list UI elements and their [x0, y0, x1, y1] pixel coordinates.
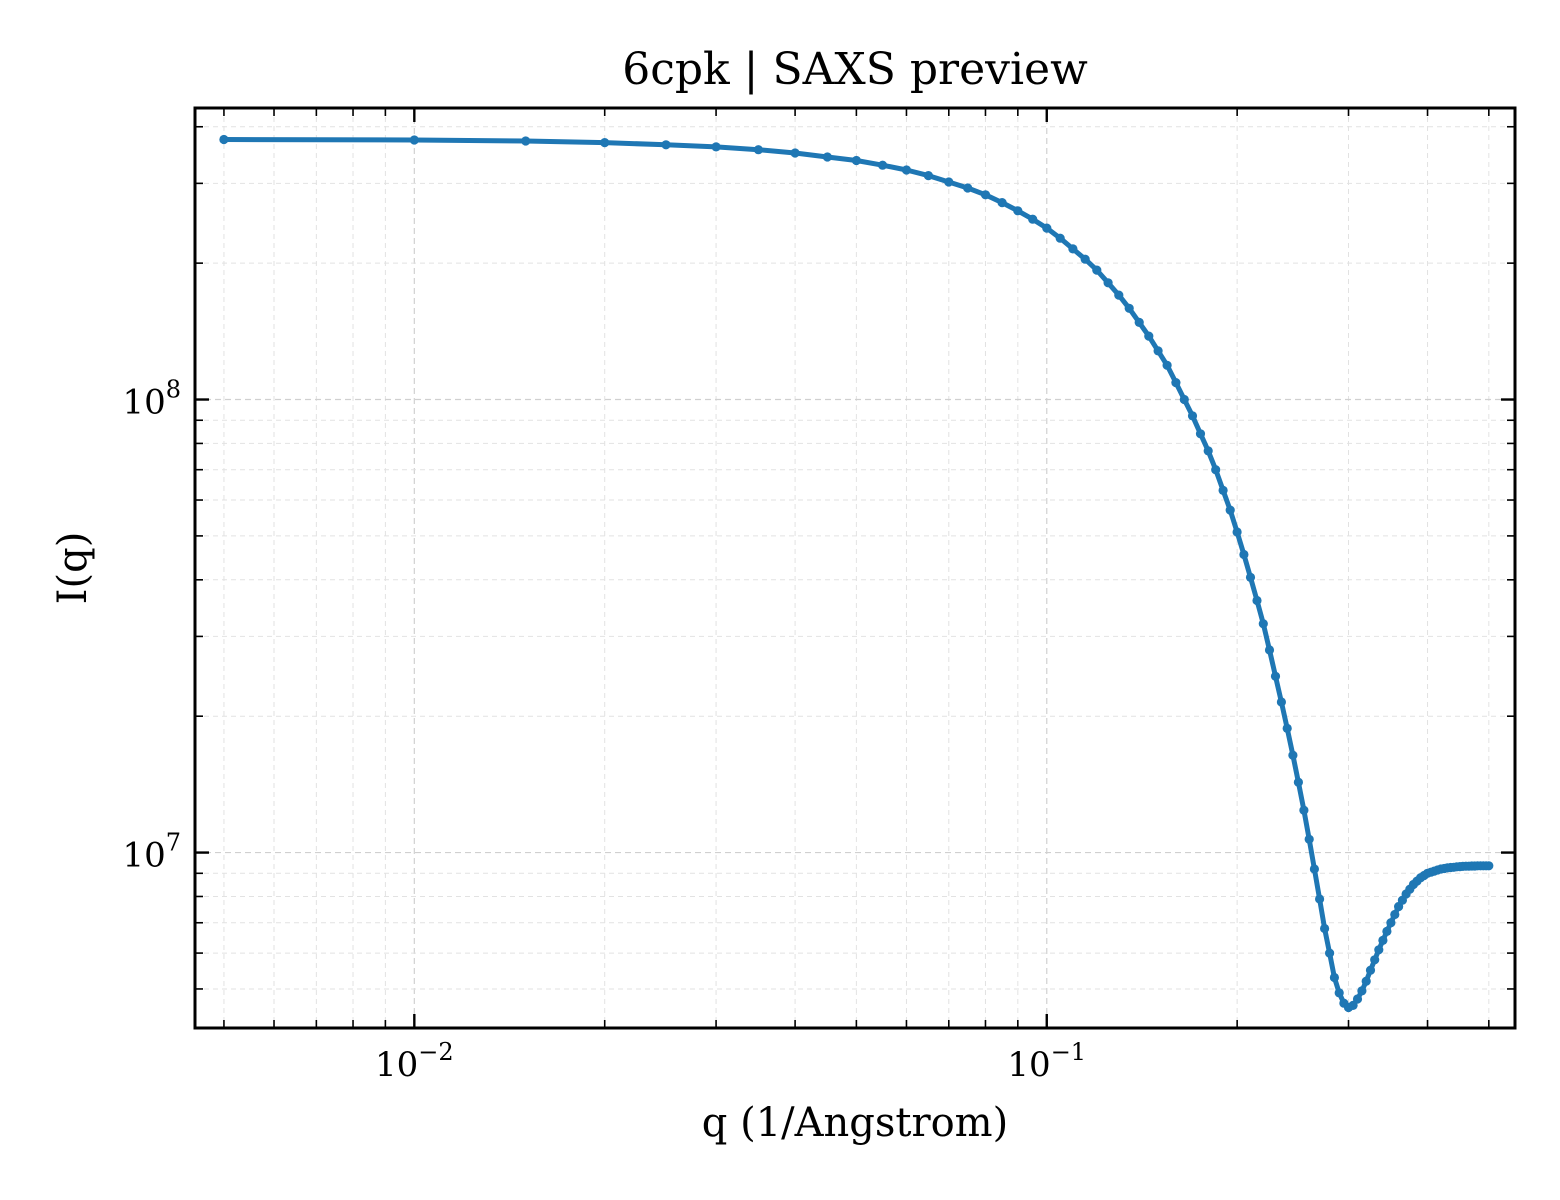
- data-point: [1080, 254, 1090, 264]
- data-point: [1042, 223, 1052, 233]
- data-point: [1187, 411, 1198, 421]
- data-point: [1258, 619, 1268, 629]
- data-point: [1348, 1000, 1358, 1011]
- data-point: [1365, 965, 1376, 975]
- data-point: [1225, 505, 1235, 515]
- data-point: [1245, 572, 1256, 583]
- tick-labels: 10−2 10−1 107 108: [122, 376, 1086, 1085]
- data-point: [944, 177, 954, 187]
- data-point: [1232, 527, 1242, 537]
- x-tick-label: 10−1: [1007, 1038, 1086, 1085]
- data-point: [1357, 986, 1367, 996]
- data-point: [1103, 278, 1113, 288]
- y-tick-label: 108: [122, 376, 181, 423]
- x-axis-label: q (1/Angstrom): [702, 1100, 1008, 1146]
- data-point: [753, 145, 764, 155]
- data-point: [1299, 805, 1309, 815]
- plot-frame: [193, 106, 1517, 1030]
- data-point: [409, 135, 419, 145]
- data-point: [661, 140, 671, 150]
- data-point: [997, 198, 1007, 208]
- data-point: [1114, 290, 1124, 300]
- data-point: [521, 136, 531, 146]
- data-point: [1390, 909, 1400, 920]
- data-point: [1315, 894, 1325, 904]
- data-point: [1211, 465, 1221, 475]
- data-point: [1264, 645, 1275, 655]
- data-point: [1304, 834, 1314, 844]
- data-point: [923, 171, 934, 181]
- data-point: [851, 155, 862, 166]
- data-point: [1203, 446, 1213, 456]
- data-point: [1282, 723, 1292, 734]
- x-tick-label: 10−2: [375, 1038, 454, 1085]
- grid: [195, 108, 1515, 1028]
- data-point: [1195, 429, 1206, 439]
- data-point: [1378, 935, 1388, 946]
- data-point: [711, 142, 721, 152]
- data-point: [1153, 346, 1163, 356]
- data-point: [963, 183, 973, 193]
- data-point: [1288, 750, 1298, 760]
- data-point: [980, 190, 991, 200]
- data-point: [1386, 918, 1396, 928]
- data-point: [1334, 988, 1344, 998]
- data-point: [1239, 549, 1249, 560]
- y-tick-label: 107: [122, 829, 181, 876]
- data-point: [1270, 671, 1281, 681]
- data-point: [901, 165, 912, 175]
- chart-title: 6cpk | SAXS preview: [622, 44, 1088, 95]
- data-point: [1374, 945, 1384, 955]
- data-point: [1309, 864, 1319, 874]
- data-point: [790, 148, 800, 158]
- data-point: [878, 160, 888, 170]
- data-point: [1134, 317, 1144, 327]
- data-point: [1484, 861, 1494, 871]
- data-point: [1055, 233, 1065, 243]
- data-point: [1276, 697, 1286, 707]
- data-point: [1124, 303, 1134, 313]
- data-point: [1382, 926, 1392, 937]
- data-point: [1028, 214, 1038, 224]
- data-point: [1370, 955, 1380, 965]
- data-point: [1218, 485, 1228, 495]
- data-point: [1361, 976, 1371, 986]
- data-point: [1144, 331, 1154, 341]
- data-point: [1179, 394, 1189, 405]
- series-layer: [219, 134, 1494, 1013]
- data-point: [1162, 360, 1172, 370]
- data-point: [1013, 206, 1023, 216]
- data-point: [1068, 244, 1078, 254]
- data-point: [600, 138, 610, 148]
- data-point: [1320, 923, 1330, 934]
- data-point: [1352, 994, 1363, 1004]
- data-point: [1325, 948, 1335, 958]
- data-point: [1293, 777, 1303, 787]
- data-point: [219, 134, 229, 145]
- data-point: [822, 152, 833, 162]
- data-point: [1329, 972, 1339, 983]
- y-axis-label: I(q): [50, 532, 96, 605]
- data-point: [1171, 378, 1181, 388]
- data-point: [1092, 265, 1102, 275]
- data-point: [1252, 595, 1262, 606]
